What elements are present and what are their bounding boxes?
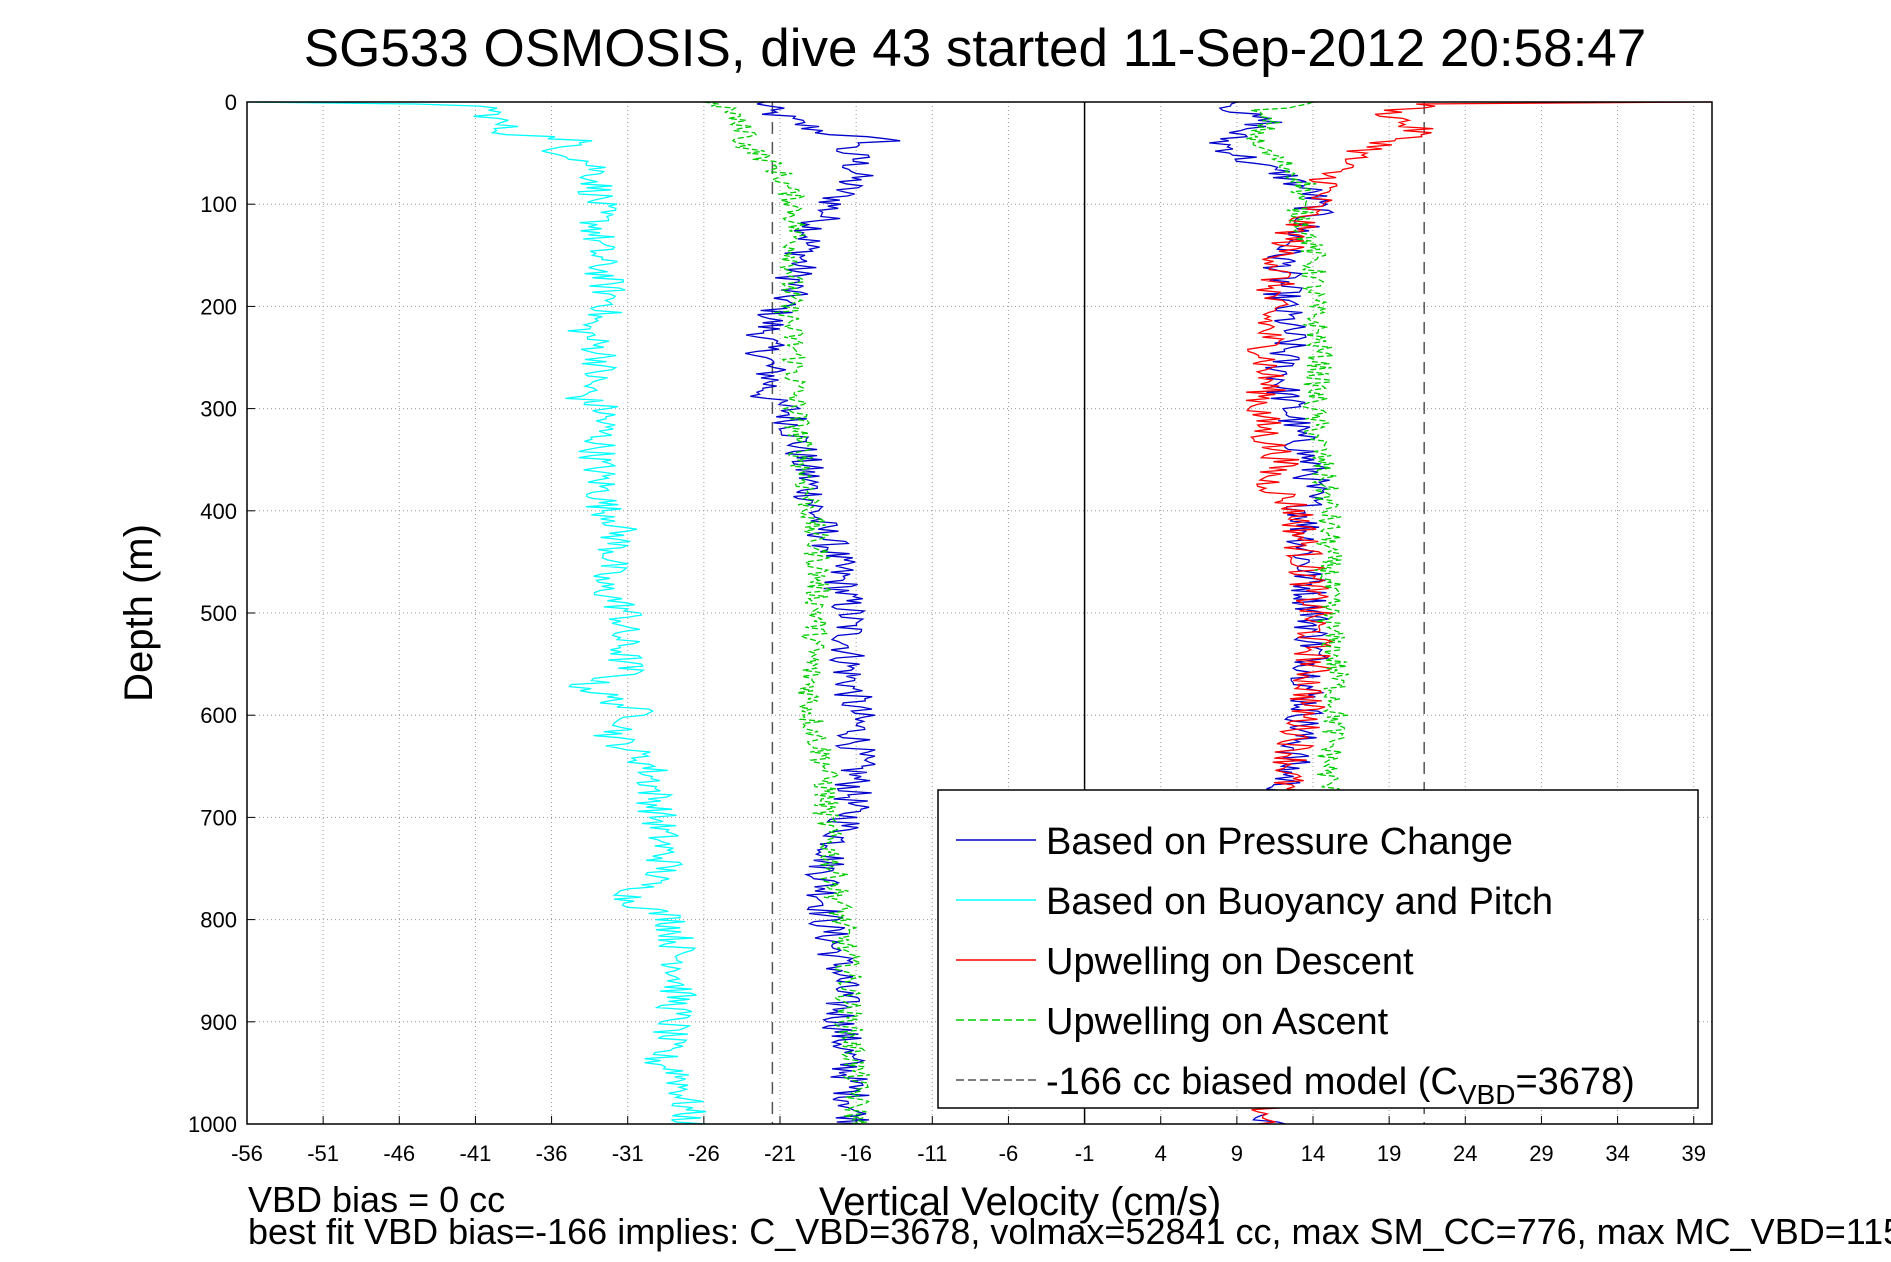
series-line-based-on-buoyancy-and-pitch [246,101,707,1125]
y-tick-label: 400 [200,499,237,524]
series-line-upwelling-on-ascent [1246,101,1349,870]
x-tick-label: -41 [460,1141,492,1166]
y-axis-label: Depth (m) [117,524,161,702]
axes-frame [246,101,1713,1125]
legend-label-text: -166 cc biased model (C [1046,1061,1458,1103]
x-tick-label: 34 [1605,1141,1629,1166]
y-tick-label: 100 [200,192,237,217]
x-tick-label: -46 [383,1141,415,1166]
y-tick-label: 700 [200,805,237,830]
x-tick-label: 39 [1681,1141,1705,1166]
x-tick-label: 4 [1155,1141,1167,1166]
legend-label-text: Upwelling on Ascent [1046,1001,1389,1043]
x-tick-label: -6 [999,1141,1019,1166]
x-tick-label: 14 [1301,1141,1325,1166]
legend-label: -166 cc biased model (CVBD=3678) [1046,1061,1635,1110]
y-tick-label: 0 [225,90,237,115]
legend: Based on Pressure Change Based on Buoyanc… [937,789,1699,1110]
y-tick-label: 800 [200,908,237,933]
y-tick-label: 500 [200,601,237,626]
series-line-upwelling-on-ascent [703,101,871,1125]
x-tick-label: -56 [231,1141,263,1166]
legend-box [937,789,1699,1109]
legend-label-text: Based on Buoyancy and Pitch [1046,881,1553,923]
x-tick-label: 9 [1231,1141,1243,1166]
x-tick-label: -26 [688,1141,720,1166]
x-tick-labels: -56 -51 -46 -41 -36 -31 -26 -21 -16 -11 -6 -1 4 9 14 19… [231,1141,1706,1166]
y-tick-label: 300 [200,397,237,422]
series-line-based-on-pressure-change [1209,101,1335,798]
legend-label-text: Upwelling on Descent [1046,941,1414,983]
y-tick-label: 600 [200,703,237,728]
legend-label: Based on Pressure Change [1046,821,1513,863]
x-tick-label: -36 [536,1141,568,1166]
y-tick-label: 1000 [188,1112,237,1137]
footer-best-fit: best fit VBD bias=-166 implies: C_VBD=36… [248,1211,1891,1252]
x-tick-label: 24 [1453,1141,1477,1166]
x-tick-label: -21 [764,1141,796,1166]
series-line-upwelling-on-descent [1245,101,1713,798]
legend-label-text: Based on Pressure Change [1046,821,1513,863]
legend-label-suffix: =3678) [1515,1061,1634,1103]
y-tick-label: 200 [200,294,237,319]
x-tick-label: -16 [840,1141,872,1166]
legend-label: Based on Buoyancy and Pitch [1046,881,1553,923]
footer-vbd-bias: VBD bias = 0 cc [248,1179,505,1220]
y-tick-label: 900 [200,1010,237,1035]
x-axis-label: Vertical Velocity (cm/s) [819,1180,1221,1224]
legend-label: Upwelling on Ascent [1046,1001,1389,1043]
y-tick-labels: 0 100 200 300 400 500 600 700 800 900 1000 [188,90,237,1137]
x-tick-label: -51 [307,1141,339,1166]
series-line-based-on-pressure-change [1251,1113,1286,1125]
x-tick-label: -1 [1075,1141,1095,1166]
chart-title: SG533 OSMOSIS, dive 43 started 11-Sep-20… [304,19,1647,78]
legend-label: Upwelling on Descent [1046,941,1414,983]
series-layer [246,101,1713,1125]
x-tick-label: 29 [1529,1141,1553,1166]
series-line-based-on-pressure-change [745,101,901,1125]
legend-label-subscript: VBD [1458,1079,1516,1110]
x-tick-label: 19 [1377,1141,1401,1166]
x-tick-label: -31 [612,1141,644,1166]
x-tick-label: -11 [917,1141,947,1166]
